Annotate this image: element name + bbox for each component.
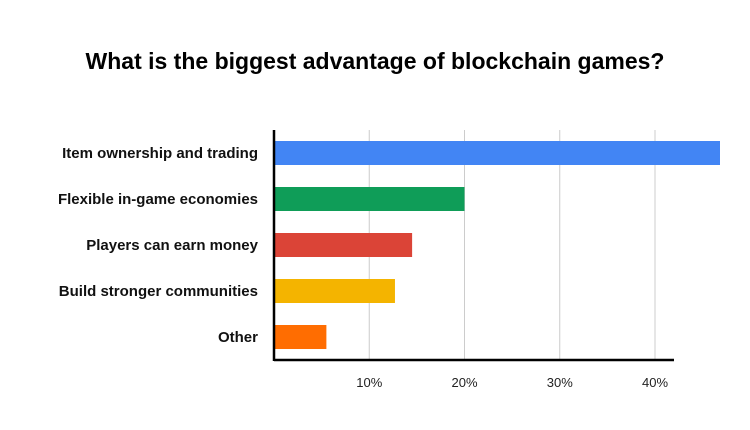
category-label: Flexible in-game economies — [58, 191, 258, 208]
bar-3 — [274, 233, 413, 257]
x-tick-label: 20% — [451, 375, 477, 390]
bar-2 — [274, 187, 465, 211]
chart-title: What is the biggest advantage of blockch… — [85, 48, 665, 74]
bar-1 — [274, 141, 720, 165]
category-label: Item ownership and trading — [62, 145, 258, 162]
x-tick-label: 30% — [547, 375, 573, 390]
category-label: Build stronger communities — [59, 283, 258, 300]
category-label: Other — [218, 329, 258, 346]
category-label: Players can earn money — [86, 237, 258, 254]
bar-5 — [274, 325, 327, 349]
bar-4 — [274, 279, 395, 303]
x-tick-label: 40% — [642, 375, 668, 390]
x-tick-label: 10% — [356, 375, 382, 390]
